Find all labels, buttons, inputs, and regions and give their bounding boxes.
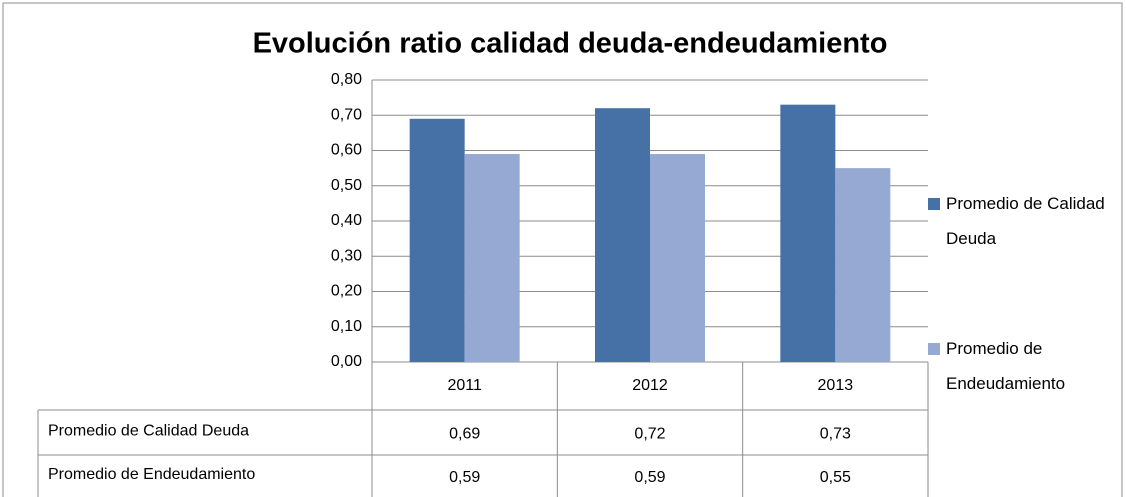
x-tick-label: 2011 [447,377,482,394]
y-tick-label: 0,80 [331,71,362,88]
y-tick-label: 0,40 [331,212,362,229]
table-value: 0,69 [449,426,480,443]
table-row-header: Promedio de Calidad Deuda [48,423,249,440]
table-row-header: Promedio de Endeudamiento [48,466,255,483]
legend-label: Promedio de Calidad Deuda [946,194,1105,248]
bar [780,104,836,363]
bar [464,154,520,362]
x-tick-label: 2012 [632,377,668,394]
bar [595,108,650,362]
y-tick-label: 0,00 [331,353,362,370]
table-value: 0,55 [820,469,851,486]
y-tick-label: 0,10 [331,318,362,335]
table-value: 0,59 [634,469,665,486]
y-tick-label: 0,20 [331,283,362,300]
table-value: 0,73 [820,426,851,443]
table-value: 0,59 [449,469,480,486]
bar [835,168,891,362]
y-tick-label: 0,60 [331,142,362,159]
table-value: 0,72 [634,426,665,443]
y-tick-label: 0,70 [331,106,362,123]
x-tick-label: 2013 [818,377,854,394]
chart-title: Evolución ratio calidad deuda-endeudamie… [253,28,888,60]
y-tick-label: 0,30 [331,247,362,264]
legend-swatch [928,198,940,210]
bar [650,154,705,362]
y-tick-label: 0,50 [331,177,362,194]
legend-swatch [928,343,940,355]
legend-label: Promedio de Endeudamiento [946,339,1066,393]
bar [409,118,465,363]
